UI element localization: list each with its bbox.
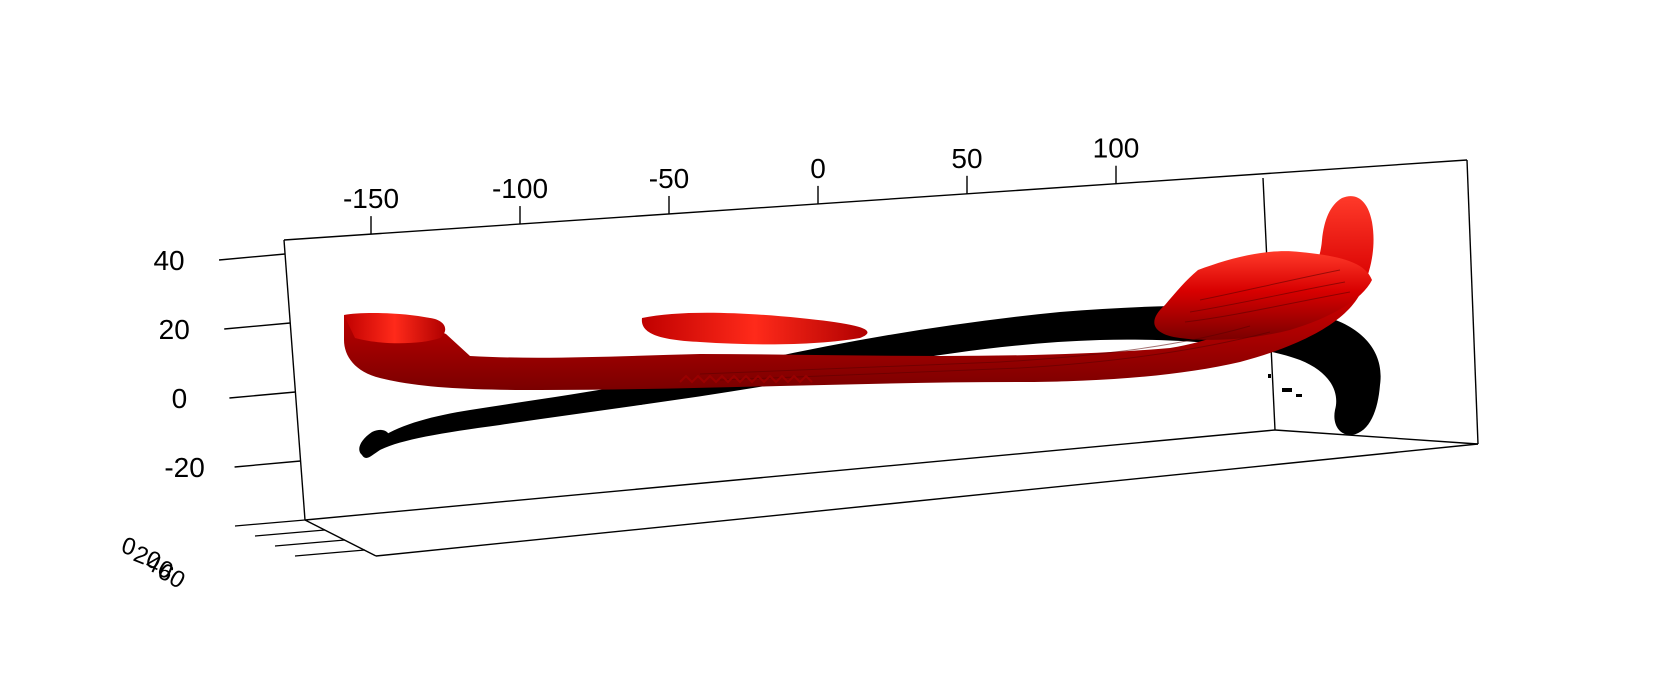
z-tick-label: 20: [159, 314, 190, 345]
z-tick-mark: [234, 460, 301, 468]
x-tick-label: -150: [343, 183, 399, 214]
red-surface-body: [344, 196, 1374, 390]
z-tick-mark: [218, 253, 286, 261]
red-surface-serrated-edge: [679, 374, 813, 384]
x-tick-label: 50: [951, 143, 982, 174]
depth-tick-mark: [234, 519, 306, 527]
depth-tick-mark: [254, 529, 326, 537]
box-edge-bottom-back: [304, 429, 1276, 521]
z-tick-mark: [224, 322, 291, 330]
stray-marks: [1268, 374, 1302, 397]
x-tick-label: 0: [810, 153, 826, 184]
depth-tick-mark: [294, 549, 366, 557]
depth-tick-mark: [274, 539, 346, 547]
z-tick-mark: [229, 391, 296, 399]
x-axis: -150 -100 -50 0 50 100: [343, 133, 1140, 235]
z-tick-label: 0: [172, 383, 188, 414]
box-edge-left-front: [283, 239, 306, 521]
series-red-surface: [344, 196, 1374, 390]
red-surface-texture: [699, 269, 1351, 381]
box-edge-right-depth: [1274, 429, 1479, 445]
box-edge-right-front: [1466, 159, 1479, 445]
bounding-box: [283, 159, 1479, 557]
x-tick-label: 100: [1093, 133, 1140, 164]
z-tick-label: 40: [153, 245, 184, 276]
z-axis: 40 20 0 -20: [153, 245, 301, 483]
z-tick-label: -20: [164, 452, 204, 483]
x-tick-label: -50: [649, 163, 689, 194]
red-surface-arm: [1154, 251, 1372, 340]
box-edge-left-depth: [304, 519, 377, 557]
box-edge-bottom-front: [375, 443, 1479, 557]
black-surface-tail: [359, 429, 390, 456]
red-surface-flap-mid: [641, 312, 868, 345]
box-edge-top-front: [283, 159, 1468, 241]
x-tick-label: -100: [492, 173, 548, 204]
red-surface-flap-left: [344, 313, 446, 344]
